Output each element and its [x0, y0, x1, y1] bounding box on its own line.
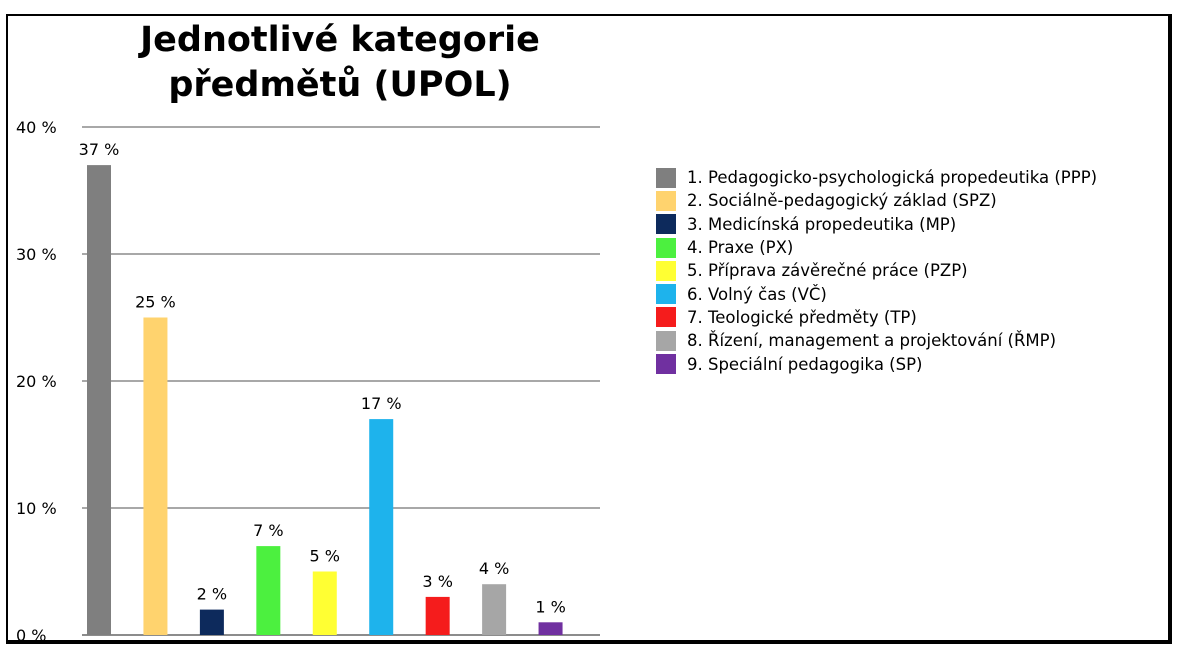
chart-legend: 1. Pedagogicko-psychologická propedeutik…	[656, 166, 1097, 376]
legend-swatch	[656, 260, 676, 281]
legend-swatch	[656, 307, 676, 328]
legend-label: 5. Příprava závěrečné práce (PZP)	[687, 261, 968, 281]
legend-label: 1. Pedagogicko-psychologická propedeutik…	[687, 168, 1098, 188]
data-label: 1 %	[535, 597, 565, 616]
legend-swatch	[656, 167, 676, 188]
legend-swatch	[656, 190, 676, 211]
bar	[199, 609, 224, 635]
bar	[256, 546, 281, 635]
legend-label: 7. Teologické předměty (TP)	[687, 307, 917, 327]
bar	[87, 165, 111, 635]
legend-swatch	[656, 214, 676, 235]
y-tick-label: 20 %	[16, 372, 57, 391]
data-label: 4 %	[479, 559, 509, 578]
chart-frame	[6, 14, 1172, 644]
legend-label: 4. Praxe (PX)	[687, 238, 794, 258]
legend-swatch	[656, 354, 676, 375]
legend-item: 3. Medicínská propedeutika (MP)	[656, 213, 1097, 236]
bar	[482, 584, 507, 635]
legend-item: 4. Praxe (PX)	[656, 236, 1097, 259]
legend-label: 9. Speciální pedagogika (SP)	[687, 354, 923, 374]
data-label: 7 %	[253, 521, 283, 540]
legend-label: 6. Volný čas (VČ)	[687, 284, 827, 304]
data-label: 37 %	[79, 140, 120, 159]
bar	[143, 317, 168, 635]
legend-item: 7. Teologické předměty (TP)	[656, 306, 1097, 329]
bar	[369, 419, 394, 635]
chart-title: Jednotlivé kategorie předmětů (UPOL)	[100, 18, 580, 108]
legend-item: 8. Řízení, management a projektování (ŘM…	[656, 329, 1097, 352]
data-label: 2 %	[197, 585, 227, 604]
legend-item: 2. Sociálně-pedagogický základ (SPZ)	[656, 189, 1097, 212]
chart-title-line-1: Jednotlivé kategorie	[140, 20, 540, 60]
y-tick-label: 30 %	[16, 245, 57, 264]
legend-swatch	[656, 284, 676, 305]
y-tick-label: 0 %	[16, 626, 46, 645]
legend-label: 3. Medicínská propedeutika (MP)	[687, 214, 957, 234]
data-label: 5 %	[310, 547, 340, 566]
legend-label: 2. Sociálně-pedagogický základ (SPZ)	[687, 191, 997, 211]
legend-item: 9. Speciální pedagogika (SP)	[656, 352, 1097, 375]
legend-swatch	[656, 237, 676, 258]
legend-item: 5. Příprava závěrečné práce (PZP)	[656, 259, 1097, 282]
legend-item: 6. Volný čas (VČ)	[656, 282, 1097, 305]
legend-swatch	[656, 330, 676, 351]
y-tick-label: 10 %	[16, 499, 57, 518]
y-tick-label: 40 %	[16, 118, 57, 137]
legend-label: 8. Řízení, management a projektování (ŘM…	[687, 331, 1057, 351]
bar	[312, 571, 337, 635]
data-label: 25 %	[135, 293, 176, 312]
bar	[425, 596, 450, 635]
bar	[538, 622, 563, 635]
chart-title-line-2: předmětů (UPOL)	[168, 65, 512, 105]
data-label: 3 %	[422, 572, 452, 591]
data-label: 17 %	[361, 394, 402, 413]
legend-item: 1. Pedagogicko-psychologická propedeutik…	[656, 166, 1097, 189]
